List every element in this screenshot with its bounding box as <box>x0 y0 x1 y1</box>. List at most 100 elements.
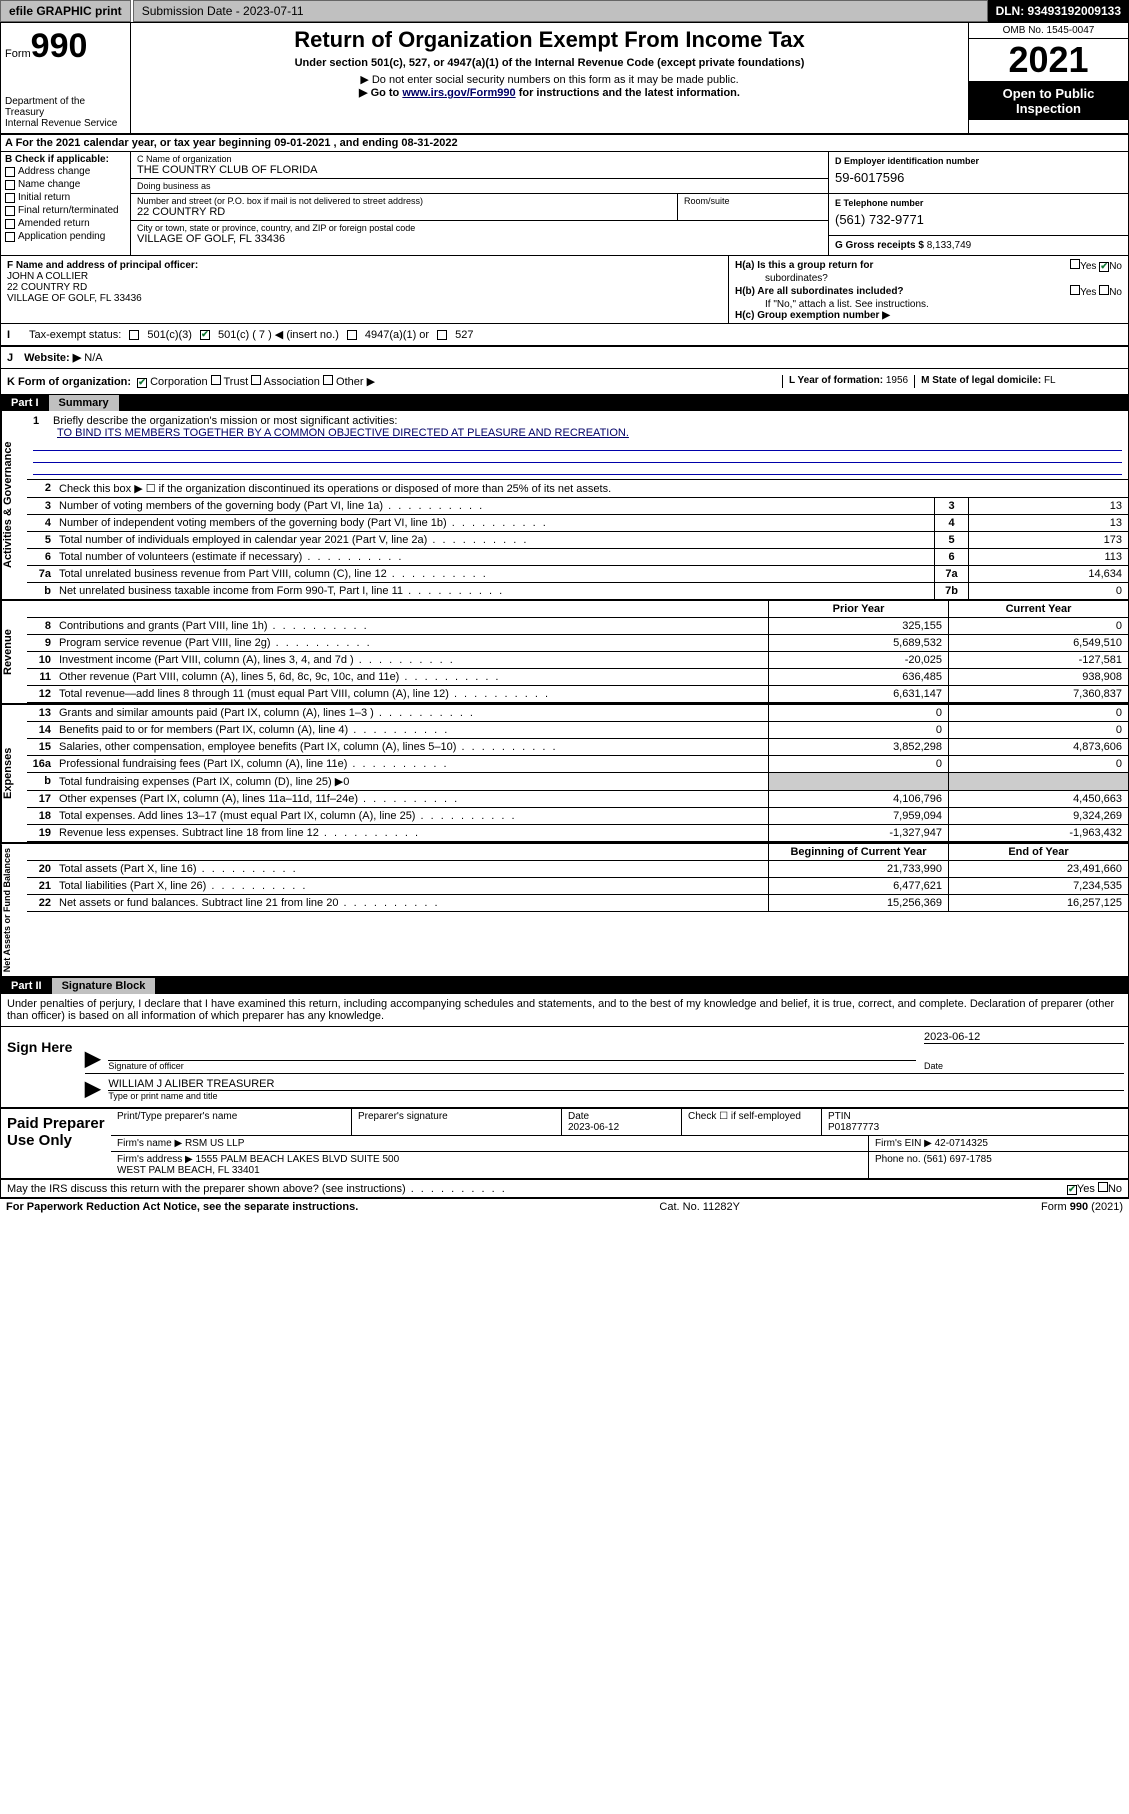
curr-val: 16,257,125 <box>948 895 1128 911</box>
sig-intro: Under penalties of perjury, I declare th… <box>1 994 1128 1027</box>
hb-label: H(b) Are all subordinates included? <box>735 286 904 297</box>
curr-val: 7,360,837 <box>948 686 1128 702</box>
curr-val: 0 <box>948 618 1128 634</box>
net-tab: Net Assets or Fund Balances <box>1 844 27 976</box>
ha-no-checkbox[interactable] <box>1099 262 1109 272</box>
curr-val: 23,491,660 <box>948 861 1128 877</box>
line-text: Program service revenue (Part VIII, line… <box>59 637 271 649</box>
prior-val: 3,852,298 <box>768 739 948 755</box>
sig-date: 2023-06-12 <box>924 1031 1124 1044</box>
l-year: 1956 <box>886 375 908 386</box>
curr-val: -1,963,432 <box>948 825 1128 841</box>
b-checkbox-4[interactable] <box>5 219 15 229</box>
m-state: FL <box>1044 375 1056 386</box>
dept-label: Department of the Treasury <box>5 96 126 118</box>
f-addr2: VILLAGE OF GOLF, FL 33436 <box>7 293 722 304</box>
open-public-badge: Open to Public Inspection <box>969 82 1128 120</box>
part2-header: Part II Signature Block <box>1 978 1128 994</box>
b-checkbox-0[interactable] <box>5 167 15 177</box>
k-checkbox-0[interactable] <box>137 378 147 388</box>
j-website: N/A <box>84 352 102 364</box>
line-text: Professional fundraising fees (Part IX, … <box>59 758 347 770</box>
tax-year: 2021 <box>969 39 1128 82</box>
line-box: 7b <box>934 583 968 599</box>
b-checkbox-3[interactable] <box>5 206 15 216</box>
b-checkbox-1[interactable] <box>5 180 15 190</box>
q2-text: Check this box ▶ ☐ if the organization d… <box>55 480 1128 497</box>
prep-name-hdr: Print/Type preparer's name <box>111 1109 351 1135</box>
sign-here-label: Sign Here <box>1 1027 81 1107</box>
b-item-label: Initial return <box>18 192 70 203</box>
prior-val: -1,327,947 <box>768 825 948 841</box>
hb-yes-checkbox[interactable] <box>1070 285 1080 295</box>
c-city: VILLAGE OF GOLF, FL 33436 <box>137 233 822 245</box>
b-item-label: Address change <box>18 166 90 177</box>
b-checkbox-2[interactable] <box>5 193 15 203</box>
i-501c-checkbox[interactable] <box>200 330 210 340</box>
efile-btn[interactable]: efile GRAPHIC print <box>0 0 131 22</box>
k-checkbox-1[interactable] <box>211 375 221 385</box>
line-val: 13 <box>968 498 1128 514</box>
form-title: Return of Organization Exempt From Incom… <box>139 27 960 53</box>
prior-val: 636,485 <box>768 669 948 685</box>
line-box: 4 <box>934 515 968 531</box>
curr-val: 7,234,535 <box>948 878 1128 894</box>
irs-discuss-q: May the IRS discuss this return with the… <box>7 1183 406 1195</box>
prior-val: 6,477,621 <box>768 878 948 894</box>
name-title-label: Type or print name and title <box>108 1091 1124 1101</box>
cat-no: Cat. No. 11282Y <box>659 1201 740 1213</box>
prior-val: 325,155 <box>768 618 948 634</box>
c-city-label: City or town, state or province, country… <box>137 223 822 233</box>
line-text: Total revenue—add lines 8 through 11 (mu… <box>59 688 449 700</box>
row-a-tax-year: A For the 2021 calendar year, or tax yea… <box>1 135 1128 152</box>
k-checkbox-3[interactable] <box>323 375 333 385</box>
b-item-label: Application pending <box>18 231 105 242</box>
sig-officer-label: Signature of officer <box>108 1061 916 1071</box>
dln: DLN: 93493192009133 <box>988 0 1129 22</box>
prior-val: 4,106,796 <box>768 791 948 807</box>
e-phone: (561) 732-9771 <box>835 208 1122 231</box>
line-text: Total number of volunteers (estimate if … <box>59 551 302 563</box>
form-number: 990 <box>31 27 88 65</box>
pra-notice: For Paperwork Reduction Act Notice, see … <box>6 1201 358 1213</box>
irs-label: Internal Revenue Service <box>5 118 126 129</box>
form-ref: Form 990 (2021) <box>1041 1201 1123 1213</box>
form-note1: ▶ Do not enter social security numbers o… <box>139 73 960 86</box>
c-room-label: Room/suite <box>678 194 828 220</box>
firm-ein-label: Firm's EIN ▶ <box>875 1138 932 1149</box>
curr-val: 4,873,606 <box>948 739 1128 755</box>
i-501c3-checkbox[interactable] <box>129 330 139 340</box>
line-val: 0 <box>968 583 1128 599</box>
hb-no-checkbox[interactable] <box>1099 285 1109 295</box>
b-title: B Check if applicable: <box>5 154 126 165</box>
line-text: Investment income (Part VIII, column (A)… <box>59 654 354 666</box>
form-header: Form990 Department of the Treasury Inter… <box>1 23 1128 135</box>
irs-link[interactable]: www.irs.gov/Form990 <box>402 87 515 99</box>
k-label: K Form of organization: <box>7 376 131 388</box>
curr-val: 0 <box>948 705 1128 721</box>
b-checkbox-5[interactable] <box>5 232 15 242</box>
submission-date: Submission Date - 2023-07-11 <box>133 0 988 22</box>
discuss-no-checkbox[interactable] <box>1098 1182 1108 1192</box>
line-text: Contributions and grants (Part VIII, lin… <box>59 620 268 632</box>
col-b-checkboxes: B Check if applicable: Address changeNam… <box>1 152 131 255</box>
line-text: Net assets or fund balances. Subtract li… <box>59 897 338 909</box>
curr-val: -127,581 <box>948 652 1128 668</box>
hb-note: If "No," attach a list. See instructions… <box>735 299 1122 310</box>
k-checkbox-2[interactable] <box>251 375 261 385</box>
hc-label: H(c) Group exemption number ▶ <box>735 310 1122 321</box>
current-year-hdr: Current Year <box>948 601 1128 617</box>
sig-date-label: Date <box>924 1061 1124 1071</box>
prior-val: 0 <box>768 722 948 738</box>
firm-name-label: Firm's name ▶ <box>117 1138 182 1149</box>
discuss-yes-checkbox[interactable] <box>1067 1185 1077 1195</box>
line-box: 7a <box>934 566 968 582</box>
ha-label2: subordinates? <box>735 273 1122 284</box>
exp-tab: Expenses <box>1 705 27 842</box>
part1-header: Part I Summary <box>1 395 1128 411</box>
ha-yes-checkbox[interactable] <box>1070 259 1080 269</box>
i-527-checkbox[interactable] <box>437 330 447 340</box>
d-ein: 59-6017596 <box>835 166 1122 189</box>
i-4947-checkbox[interactable] <box>347 330 357 340</box>
form-subtitle: Under section 501(c), 527, or 4947(a)(1)… <box>139 57 960 69</box>
